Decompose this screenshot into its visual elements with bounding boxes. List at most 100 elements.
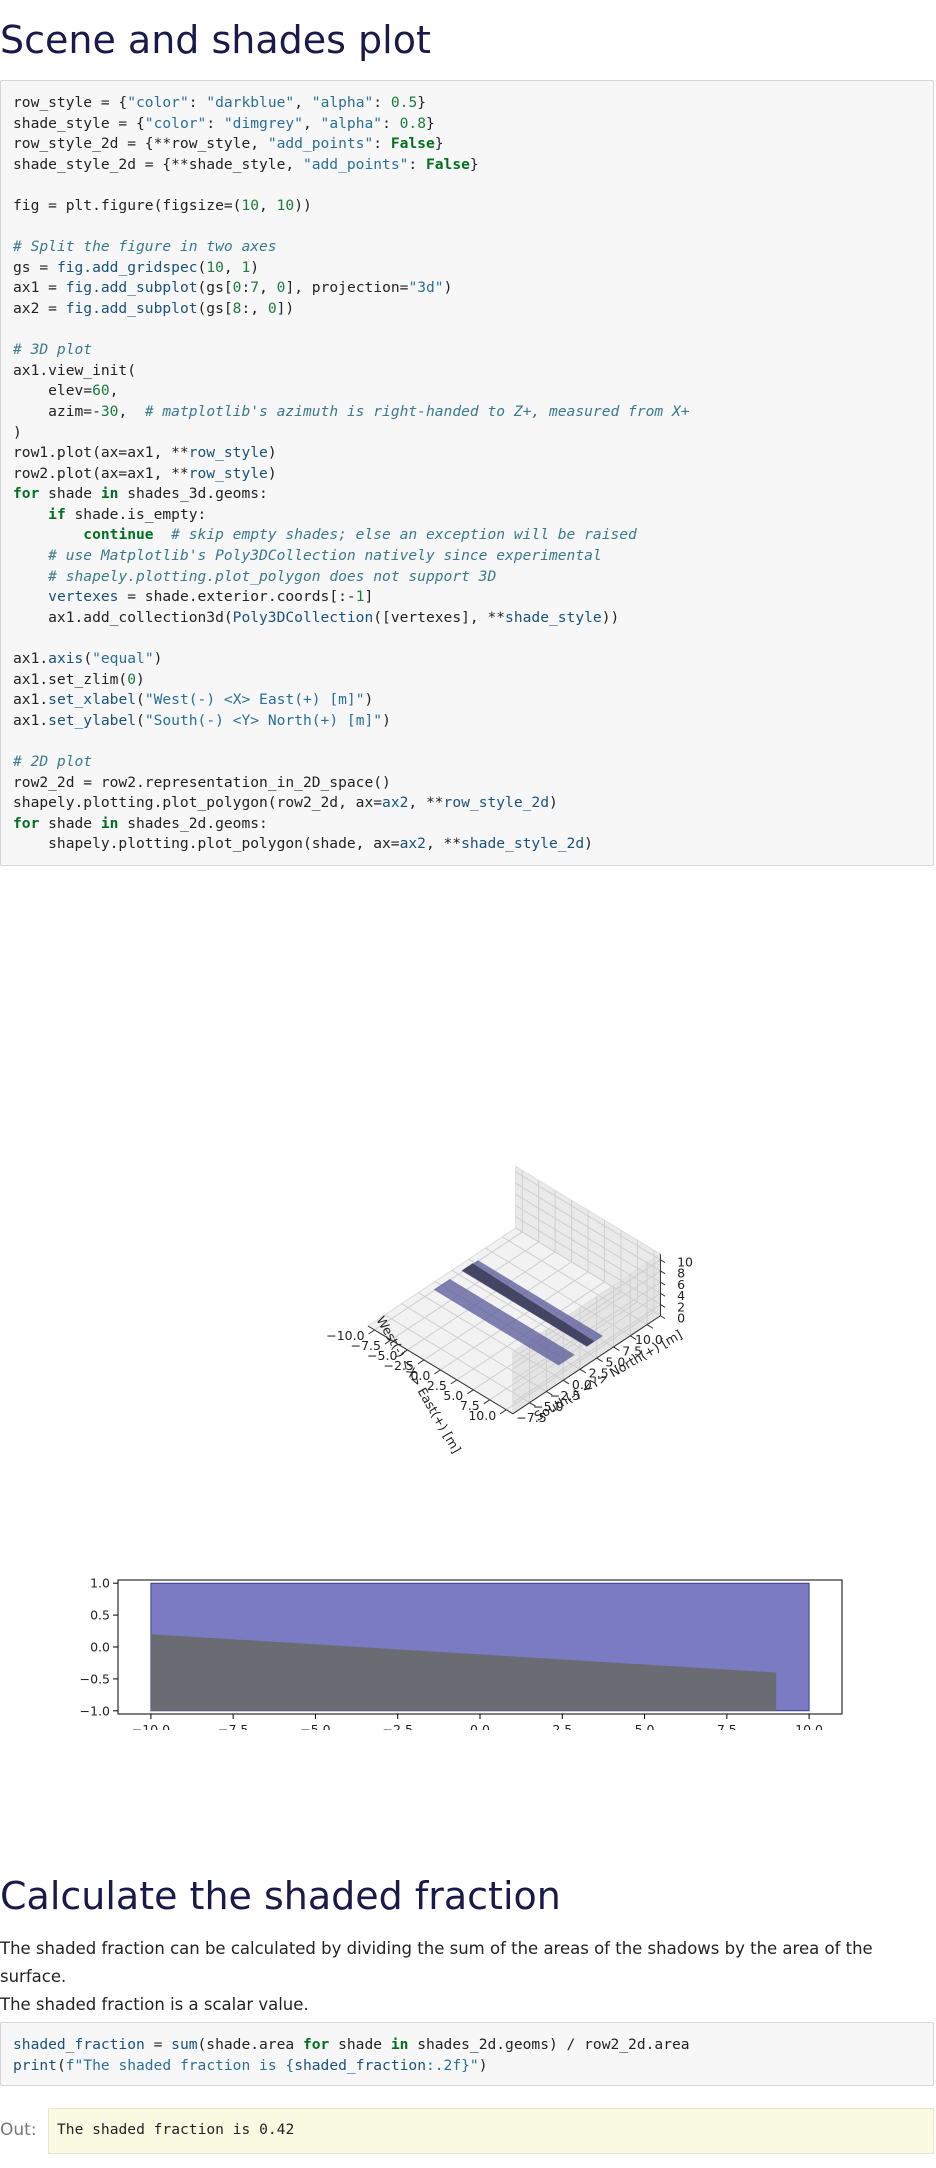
code-token: ax1. xyxy=(13,711,49,729)
y-tick-label: −1.0 xyxy=(80,1703,110,1718)
code-token: } xyxy=(469,155,479,173)
code-line: ax1 = fig.add_subplot(gs[0:7, 0], projec… xyxy=(13,279,452,296)
code-token: ) xyxy=(153,650,163,668)
y-tick-label: 1.0 xyxy=(90,1576,110,1591)
y-tick-mark xyxy=(596,1357,603,1363)
code-line: row2_2d = row2.representation_in_2D_spac… xyxy=(13,774,391,791)
code-line: row2.plot(ax=ax1, **row_style) xyxy=(13,465,277,482)
code-token: for xyxy=(302,2036,330,2053)
code-token: False xyxy=(390,135,435,153)
code-token: sum xyxy=(171,2036,198,2053)
code-token: , ** xyxy=(408,794,444,812)
code-token: , xyxy=(302,114,321,132)
code-token: azim=- xyxy=(13,402,101,420)
code-token: :.2f}" xyxy=(425,2056,479,2074)
code-token: shapely.plotting.plot_polygon(row2_2d, a… xyxy=(13,794,383,812)
y-tick-label: −0.5 xyxy=(80,1671,110,1686)
code-token: fig.add_subplot xyxy=(65,279,198,297)
plot-2d: −10.0 −7.5 −5.0 −2.5 0.0 2.5 5.0 7.5 10.0 1.0 0.5 0… xyxy=(80,1576,843,1730)
code-token: shaded_fraction xyxy=(13,2036,145,2053)
code-token: # matplotlib's azimuth is right-handed t… xyxy=(144,402,690,420)
code-token: ) xyxy=(13,423,22,441)
code-token: print xyxy=(13,2056,57,2074)
code-token: , xyxy=(223,258,242,276)
code-cell-plot[interactable]: row_style = {"color": "darkblue", "alpha… xyxy=(0,80,934,866)
code-token: (gs[ xyxy=(197,299,233,317)
x-tick-mark xyxy=(434,1369,441,1375)
code-token: ) xyxy=(443,279,453,297)
code-token: row_style = { xyxy=(13,94,128,111)
code-token: for xyxy=(13,485,40,503)
y-tick-label: 2.5 xyxy=(589,1366,609,1381)
code-line: ax1.axis("equal") xyxy=(13,650,162,667)
code-token: } xyxy=(417,94,427,111)
section-title-scene: Scene and shades plot xyxy=(0,18,431,62)
code-line: fig = plt.figure(figsize=(10, 10)) xyxy=(13,197,312,214)
code-line: shapely.plotting.plot_polygon(row2_2d, a… xyxy=(13,794,558,811)
code-token: fig = plt.figure(figsize=( xyxy=(13,196,242,214)
z-tick-label: 8 xyxy=(677,1266,685,1281)
code-token: : xyxy=(408,155,426,173)
z-tick-label: 6 xyxy=(677,1277,685,1292)
code-token: ) xyxy=(267,444,277,462)
paragraph-line-2: The shaded fraction is a scalar value. xyxy=(0,1995,309,2014)
code-token: 8 xyxy=(232,299,242,317)
code-token: ([vertexes], ** xyxy=(373,608,506,626)
x-tick-label: 7.5 xyxy=(460,1398,480,1413)
code-token: 0 xyxy=(276,279,286,297)
code-line: for shade in shades_3d.geoms: xyxy=(13,485,268,502)
y-tick-mark xyxy=(579,1368,587,1374)
code-token: # Split the figure in two axes xyxy=(13,238,277,256)
code-token: shades_3d.geoms: xyxy=(118,485,268,503)
z-tick-mark xyxy=(660,1304,666,1308)
y-tick-label: 10.0 xyxy=(635,1332,663,1347)
code-token: shade xyxy=(329,2036,391,2053)
code-token: } xyxy=(426,114,435,132)
y-tick-mark xyxy=(529,1402,536,1407)
code-line: ax1.view_init( xyxy=(13,362,136,379)
code-token: ) xyxy=(584,835,593,853)
code-token: row_style_2d xyxy=(443,794,549,812)
shade xyxy=(461,1263,595,1347)
code-line: vertexes = shade.exterior.coords[:-1] xyxy=(13,588,373,605)
code-token: f"The shaded fraction is { xyxy=(65,2056,295,2074)
code-token: , xyxy=(109,382,119,400)
code-line: print(f"The shaded fraction is {shaded_f… xyxy=(13,2057,488,2074)
x-tick-label: −5.0 xyxy=(300,1722,330,1730)
code-token: "West(-) <X> East(+) [m]" xyxy=(144,691,365,709)
code-token: if xyxy=(48,505,66,523)
x-axis-line xyxy=(367,1325,514,1415)
code-line: # 2D plot xyxy=(13,753,92,770)
code-token: ( xyxy=(136,691,145,709)
z-tick-mark xyxy=(660,1281,666,1286)
code-token: fig.add_subplot xyxy=(65,299,198,317)
code-line: ax1.set_ylabel("South(-) <Y> North(+) [m… xyxy=(13,712,391,729)
code-token: shades_2d.geoms: xyxy=(118,814,268,832)
x-tick-mark xyxy=(417,1359,425,1365)
code-token xyxy=(13,547,48,564)
code-token: "add_points" xyxy=(302,155,409,173)
code-token: 30 xyxy=(100,402,119,420)
code-cell-fraction[interactable]: shaded_fraction = sum(shade.area for sha… xyxy=(0,2022,934,2086)
code-token: "dimgrey" xyxy=(223,114,303,132)
code-token: 1 xyxy=(241,258,251,276)
code-token: 7 xyxy=(250,279,260,297)
y-tick-label: 0.0 xyxy=(90,1640,110,1655)
x-tick-label: −10.0 xyxy=(326,1328,364,1343)
code-token: axis xyxy=(48,650,84,668)
z-tick-label: 10 xyxy=(677,1255,693,1270)
x-tick-label: 10.0 xyxy=(795,1722,823,1730)
code-token: for xyxy=(13,814,40,832)
x-tick-mark xyxy=(466,1389,474,1395)
x-tick-label: 5.0 xyxy=(635,1722,655,1730)
code-token: set_ylabel xyxy=(48,711,137,729)
row-1 xyxy=(433,1278,575,1366)
code-token: "color" xyxy=(144,114,207,132)
code-token: :, xyxy=(241,299,268,317)
code-token: 10 xyxy=(276,196,295,214)
code-token: row_style_2d = {**row_style, xyxy=(13,135,268,153)
y-tick-label: 7.5 xyxy=(622,1343,642,1358)
x-tick-mark xyxy=(483,1399,491,1405)
code-token: shade_style_2d xyxy=(461,835,585,853)
x-tick-label: −5.0 xyxy=(367,1348,397,1363)
